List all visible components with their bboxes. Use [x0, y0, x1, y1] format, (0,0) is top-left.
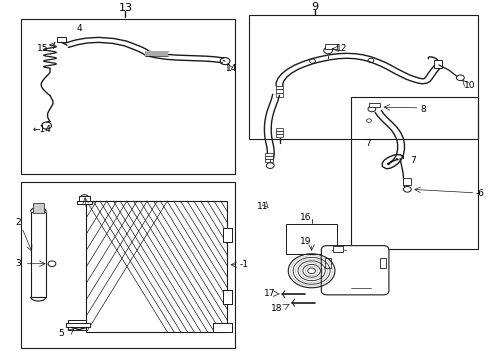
Text: 16: 16 [300, 213, 311, 222]
Text: 17: 17 [264, 289, 275, 298]
Bar [275, 86, 283, 89]
Circle shape [220, 58, 229, 65]
Bar [86, 201, 227, 332]
Bar [65, 323, 90, 327]
Circle shape [81, 195, 88, 200]
Bar [275, 93, 283, 96]
Text: 7: 7 [365, 139, 370, 148]
Circle shape [323, 47, 332, 54]
Text: 3: 3 [15, 259, 20, 268]
Bar [222, 228, 232, 242]
FancyBboxPatch shape [321, 246, 388, 295]
Text: 15: 15 [37, 44, 48, 53]
Bar [265, 156, 273, 159]
Circle shape [403, 186, 410, 192]
Circle shape [435, 63, 440, 67]
Bar [275, 131, 283, 134]
Bar [332, 246, 342, 252]
Bar [265, 153, 273, 156]
Text: 14: 14 [225, 64, 237, 73]
Bar [275, 134, 283, 137]
Text: 19: 19 [300, 237, 311, 246]
Circle shape [456, 75, 463, 81]
Bar [144, 51, 168, 56]
Bar [275, 129, 283, 131]
Text: 5: 5 [58, 329, 63, 338]
Bar [79, 196, 90, 203]
Bar [379, 258, 385, 268]
Text: 12: 12 [335, 44, 346, 53]
Bar [21, 181, 234, 348]
Circle shape [309, 59, 315, 63]
Bar [351, 96, 477, 249]
Text: 18: 18 [271, 304, 282, 313]
Circle shape [366, 119, 371, 122]
Text: 8: 8 [420, 105, 426, 114]
Bar [68, 320, 85, 329]
Bar [324, 44, 336, 49]
Bar [324, 258, 330, 268]
Bar [57, 37, 66, 42]
Text: 13: 13 [118, 3, 132, 13]
Bar [368, 103, 379, 107]
Text: -6: -6 [475, 189, 484, 198]
Circle shape [41, 122, 51, 129]
Bar [285, 224, 336, 254]
Bar [33, 203, 43, 213]
Bar [249, 15, 477, 139]
Text: 11: 11 [256, 202, 267, 211]
Bar [21, 19, 234, 175]
Bar [30, 212, 46, 297]
Bar [212, 323, 232, 332]
Text: -1: -1 [239, 260, 248, 269]
Bar [403, 178, 410, 185]
Text: 10: 10 [463, 81, 475, 90]
Text: 4: 4 [77, 24, 82, 33]
Text: 7: 7 [409, 156, 415, 165]
Bar [433, 60, 441, 68]
Circle shape [367, 106, 375, 112]
Text: 9: 9 [311, 2, 318, 12]
Bar [222, 289, 232, 304]
Circle shape [48, 261, 56, 266]
Bar [265, 159, 273, 162]
Circle shape [266, 163, 274, 168]
Text: 2: 2 [15, 219, 20, 228]
Bar [275, 89, 283, 93]
Text: ←14: ←14 [33, 125, 52, 134]
Bar [77, 201, 92, 204]
Circle shape [367, 58, 373, 63]
